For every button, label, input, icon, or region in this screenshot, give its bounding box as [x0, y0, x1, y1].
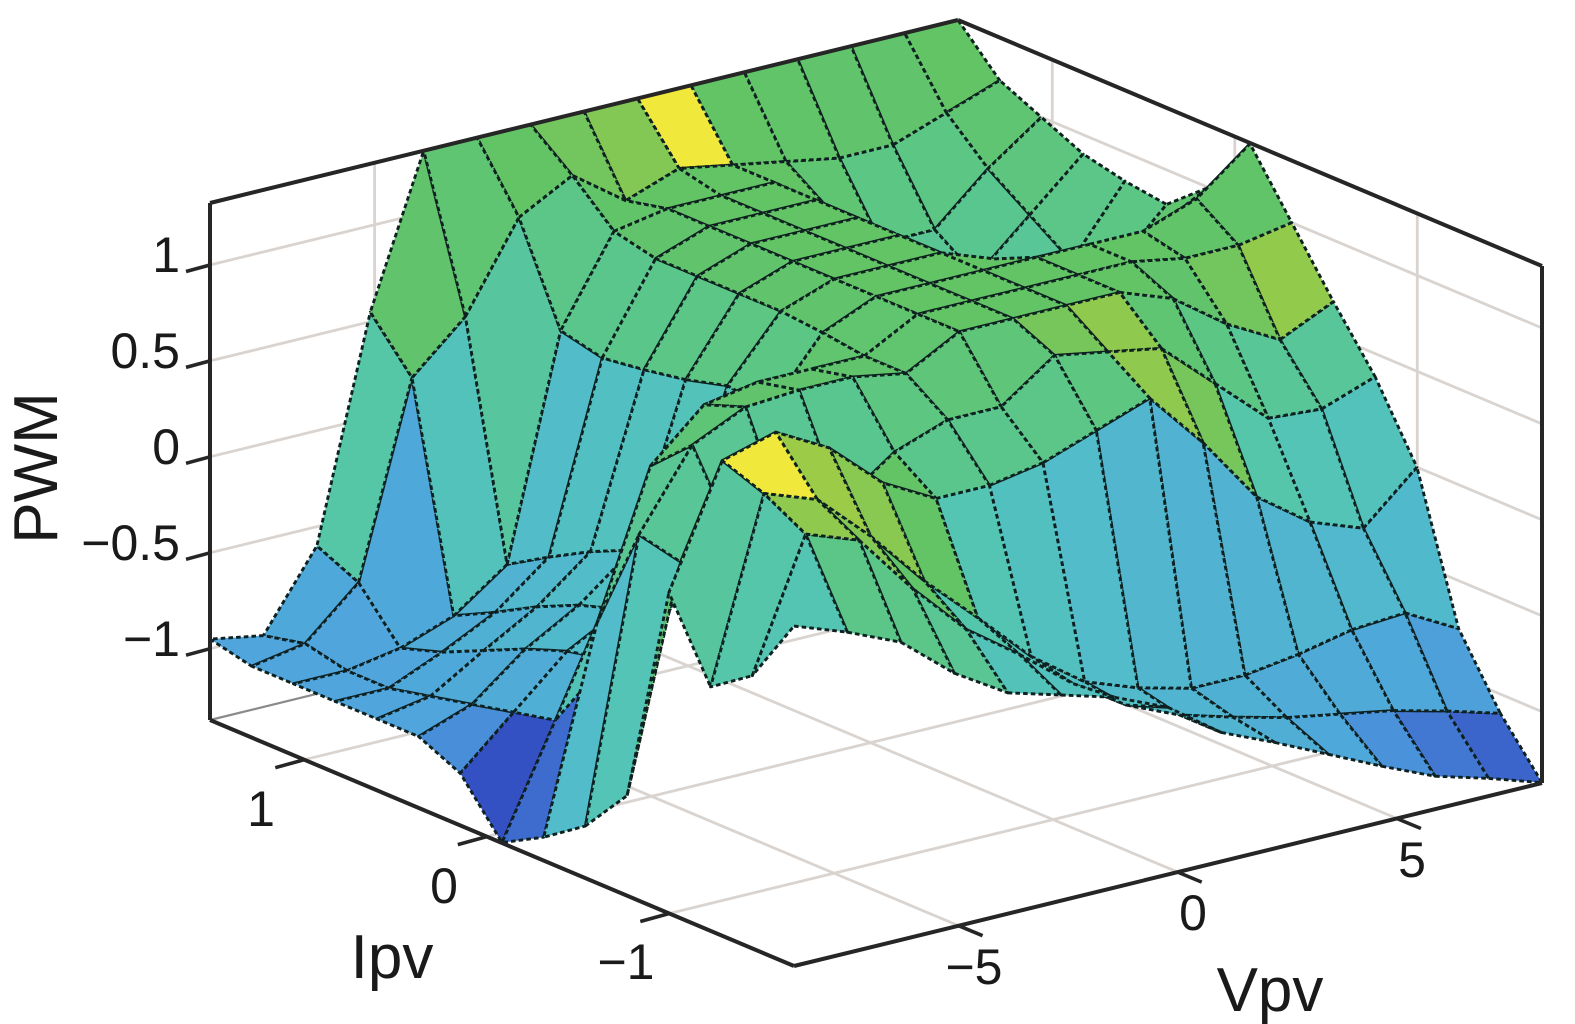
svg-text:1: 1 — [247, 781, 275, 837]
svg-text:−0.5: −0.5 — [81, 515, 180, 571]
svg-text:Vpv: Vpv — [1217, 956, 1324, 1024]
svg-text:0: 0 — [152, 419, 180, 475]
svg-text:1: 1 — [152, 227, 180, 283]
svg-text:0: 0 — [430, 858, 458, 914]
svg-text:PWM: PWM — [2, 392, 71, 544]
svg-text:−1: −1 — [597, 934, 654, 990]
svg-text:0: 0 — [1179, 885, 1207, 941]
svg-text:Ipv: Ipv — [351, 923, 434, 992]
svg-text:5: 5 — [1398, 832, 1426, 888]
svg-text:−1: −1 — [123, 611, 180, 667]
svg-text:0.5: 0.5 — [110, 323, 180, 379]
svg-text:−5: −5 — [945, 939, 1002, 995]
